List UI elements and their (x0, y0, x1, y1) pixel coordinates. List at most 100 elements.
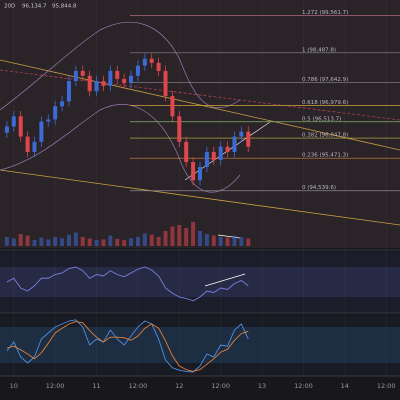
trend-line (0, 169, 400, 226)
fib-label: 0.236 (95,471.3) (302, 153, 348, 159)
candle-body (177, 116, 182, 142)
bollinger-lower (0, 104, 241, 193)
candle-body (129, 75, 134, 84)
x-tick-label: 12:00 (46, 382, 65, 390)
trend-line (0, 69, 400, 121)
trend-line (0, 59, 400, 151)
volume-bar (246, 238, 251, 246)
legend-label: 20D (4, 4, 15, 10)
candle-body (204, 151, 209, 167)
volume-bar (129, 238, 134, 246)
legend-value: 95,844.8 (52, 4, 77, 10)
x-tick-label: 11 (92, 382, 100, 390)
candle-body (32, 141, 37, 152)
fib-label: 0.382 (96,047.8) (302, 133, 348, 139)
volume-bar (101, 239, 106, 246)
volume-bar (60, 238, 65, 246)
volume-bar (87, 238, 92, 246)
candle-body (11, 116, 16, 127)
candle-body (184, 141, 189, 163)
candle-body (198, 166, 202, 181)
candle-body (101, 81, 106, 86)
volume-bar (32, 240, 37, 246)
x-tick-label: 12:00 (211, 382, 230, 390)
volume-bar (25, 235, 30, 246)
bollinger-upper (0, 21, 241, 111)
volume-bar (73, 232, 78, 246)
fib-label: 0.5 (96,513.7) (302, 116, 341, 122)
candle-body (239, 131, 244, 137)
candle-body (115, 70, 120, 79)
legend-value: 96,134.7 (22, 4, 47, 10)
volume-bar (115, 238, 120, 246)
volume-bar (94, 240, 99, 246)
volume-bar (191, 222, 196, 246)
fib-label: 0.786 (97,642.9) (302, 77, 348, 83)
volume-bar (39, 237, 44, 246)
fib-label: 1.272 (99,561.7) (302, 10, 348, 16)
volume-bar (149, 234, 154, 246)
candle-body (149, 58, 154, 63)
volume-bar (4, 237, 9, 246)
x-tick-label: 12 (175, 382, 183, 390)
x-tick-label: 12:00 (294, 382, 313, 390)
volume-bar (18, 234, 23, 246)
volume-bar (198, 231, 202, 246)
fib-label: 1 (98,487.8) (302, 47, 336, 53)
candle-body (142, 58, 147, 66)
volume-bar (135, 237, 140, 246)
candle-body (170, 96, 175, 117)
volume-bar (225, 237, 230, 246)
volume-bar (184, 228, 189, 246)
candle-body (39, 121, 44, 142)
candle-body (4, 126, 9, 133)
volume-bar (142, 233, 147, 246)
fib-label: 0.618 (96,979.6) (302, 100, 348, 106)
price-pane (0, 0, 400, 248)
volume-bar (204, 234, 209, 246)
volume-bar (122, 240, 127, 246)
volume-bar (108, 235, 113, 246)
rsi-trend (204, 273, 246, 287)
volume-bar (211, 235, 216, 246)
rsi-band (0, 267, 400, 297)
x-tick-label: 12:00 (129, 382, 148, 390)
volume-bar (46, 239, 51, 246)
stoch-band (0, 327, 400, 363)
volume-bar (239, 237, 244, 246)
volume-bar (156, 237, 161, 246)
candle-body (80, 70, 85, 76)
candle-body (60, 101, 65, 107)
volume-bar (80, 237, 85, 246)
x-tick-label: 10 (10, 382, 18, 390)
x-tick-label: 12:00 (377, 382, 396, 390)
candle-body (218, 146, 223, 160)
volume-bar (170, 226, 175, 246)
candle-body (87, 75, 92, 92)
candle-body (53, 106, 58, 120)
candle-body (46, 119, 51, 122)
candle-body (18, 116, 23, 137)
volume-bar (232, 235, 237, 246)
volume-bar (163, 231, 168, 246)
candle-body (163, 70, 168, 97)
candle-body (66, 81, 71, 102)
volume-bar (177, 225, 182, 246)
candle-body (156, 62, 161, 71)
x-tick-label: 14 (341, 382, 349, 390)
candle-body (108, 70, 113, 86)
fib-label: 0 (94,539.6) (302, 185, 336, 191)
candle-body (232, 136, 237, 152)
candle-body (25, 136, 30, 152)
candle-body (225, 146, 230, 152)
candle-body (191, 162, 196, 181)
candle-body (94, 81, 99, 92)
rsi-line (6, 266, 249, 302)
candle-body (211, 151, 216, 160)
stoch-k-line (6, 319, 249, 373)
candle-body (135, 65, 140, 76)
candle-body (122, 78, 127, 84)
volume-bar (218, 237, 223, 246)
